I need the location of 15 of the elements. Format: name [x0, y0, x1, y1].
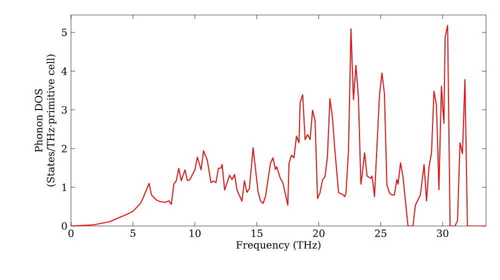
y-tick-label: 1	[62, 184, 66, 191]
y-tick-label: 0	[62, 222, 67, 230]
x-axis-title: Frequency (THz)	[236, 240, 320, 251]
x-tick-label: 20	[313, 230, 324, 238]
y-tick-label: 2	[62, 144, 67, 152]
x-tick-label: 30	[437, 230, 448, 238]
x-tick-label: 10	[190, 230, 201, 238]
y-tick-label: 5	[62, 28, 67, 36]
x-tick-label: 15	[252, 230, 262, 238]
x-tick-label: 5	[130, 230, 136, 237]
x-tick-label: 25	[375, 230, 386, 238]
y-tick-label: 4	[61, 67, 67, 75]
x-tick-label: 0	[68, 230, 74, 238]
y-axis-title: Phonon DOS (States/THz·primitive cell)	[34, 54, 56, 186]
y-tick-label: 3	[62, 106, 67, 114]
